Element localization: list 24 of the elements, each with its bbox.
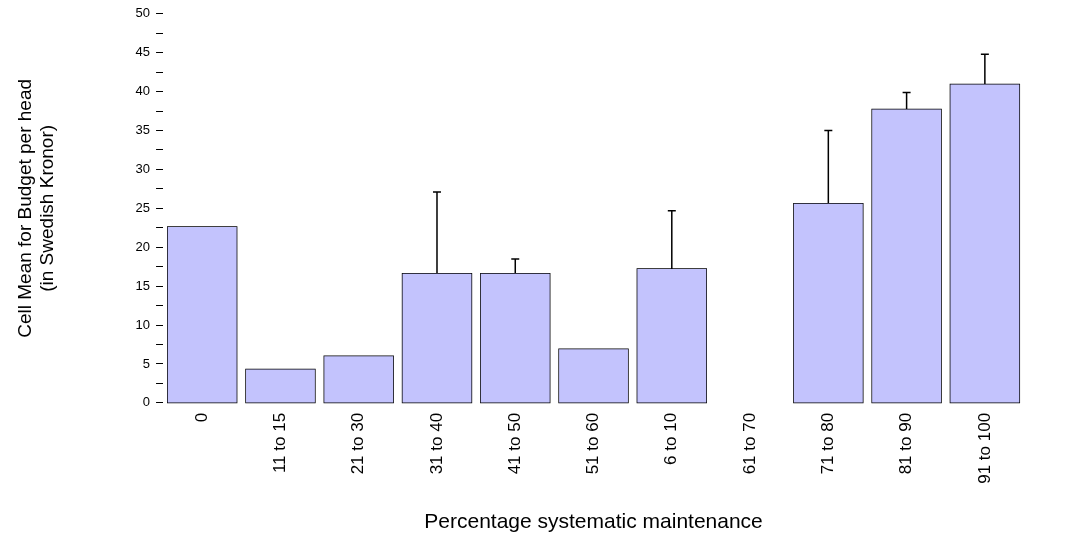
y-axis-title: Cell Mean for Budget per head (in Swedish Kronor): [13, 78, 58, 338]
x-tick-label: 61 to 70: [739, 412, 759, 475]
x-axis-title: Percentage systematic maintenance: [424, 509, 763, 533]
y-tick-label: 0: [142, 394, 151, 410]
y-tick-label: 35: [135, 122, 151, 138]
x-tick-label: 91 to 100: [974, 412, 994, 484]
y-tick-label: 20: [135, 238, 151, 254]
y-tick-label: 30: [135, 161, 151, 177]
y-tick-label: 50: [135, 5, 151, 21]
x-tick-label: 31 to 40: [426, 412, 446, 475]
y-tick-label: 25: [135, 199, 151, 215]
x-tick-label: 0: [191, 412, 211, 423]
y-tick-label: 45: [135, 44, 151, 60]
y-tick-label: 10: [135, 316, 151, 332]
y-tick-label: 5: [142, 355, 151, 371]
y-tick-label: 15: [135, 277, 151, 293]
x-tick-label: 21 to 30: [348, 412, 368, 475]
x-tick-label: 81 to 90: [896, 412, 916, 475]
x-tick-label: 71 to 80: [818, 412, 838, 475]
x-tick-label: 6 to 10: [661, 412, 681, 465]
x-tick-label: 11 to 15: [270, 412, 290, 474]
x-tick-label: 41 to 50: [504, 412, 524, 475]
y-tick-label: 40: [135, 83, 151, 99]
x-tick-label: 51 to 60: [583, 412, 603, 475]
